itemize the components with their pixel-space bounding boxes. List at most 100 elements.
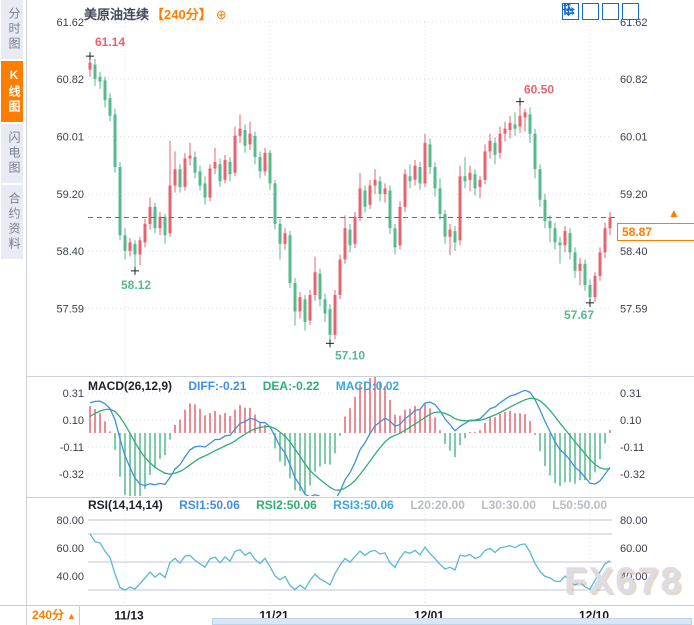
- candle-body: [193, 157, 197, 173]
- candle-body: [373, 179, 377, 186]
- price-marker-label: 57.10: [335, 348, 365, 362]
- candle-body: [573, 252, 577, 271]
- current-price-box: 58.87: [617, 223, 694, 241]
- candle-body: [148, 206, 152, 224]
- price-axis-label-left: 58.40: [56, 246, 84, 258]
- period-dropdown-arrow: ▲: [67, 611, 76, 621]
- expand-icon[interactable]: ⊕: [215, 7, 227, 22]
- candle-body: [468, 172, 472, 180]
- sidebar: 分时图 K线图 闪电图 合约资料: [0, 0, 27, 625]
- candle-body: [583, 263, 587, 286]
- candle-body: [388, 190, 392, 229]
- price-axis-label-right: 60.82: [620, 74, 648, 86]
- candle-body: [578, 263, 582, 271]
- candle-body: [288, 235, 292, 283]
- candle-body: [323, 299, 327, 314]
- rsi-axis-label-left: 40.00: [56, 571, 84, 583]
- candle-body: [253, 135, 257, 158]
- zoom-axes-left-icon[interactable]: [563, 3, 599, 20]
- price-axis-label-left: 61.62: [56, 17, 84, 29]
- macd-axis-label-left: -0.11: [60, 442, 84, 454]
- watermark: FX678: [564, 560, 684, 601]
- candle-body: [268, 152, 272, 184]
- price-axis-label-right: 58.40: [620, 246, 648, 258]
- candle-body: [343, 228, 347, 260]
- candle-body: [273, 183, 277, 224]
- sidebar-item-contract-info[interactable]: 合约资料: [1, 185, 23, 259]
- rsi2-value: RSI2:50.06: [256, 498, 317, 512]
- candle-body: [433, 167, 437, 189]
- price-marker-label: 60.50: [524, 83, 554, 97]
- candle-body: [233, 135, 237, 173]
- candle-body: [533, 133, 537, 170]
- price-axis-label-left: 59.20: [56, 189, 84, 201]
- pan-right-icon[interactable]: [564, 3, 639, 20]
- candle-body: [108, 98, 112, 116]
- candle-body: [608, 217, 612, 229]
- candle-body: [93, 64, 97, 79]
- candle-body: [198, 171, 202, 186]
- candle-body: [143, 223, 147, 243]
- candle-body: [598, 252, 602, 276]
- macd-header: MACD(26,12,9) DIFF:-0.21 DEA:-0.22 MACD:…: [88, 379, 412, 393]
- candle-body: [518, 115, 522, 127]
- candle-body: [213, 162, 217, 169]
- candle-body: [408, 176, 412, 182]
- price-axis-label-right: 61.62: [620, 17, 648, 29]
- candle-body: [438, 188, 442, 214]
- horizontal-scrollbar[interactable]: [212, 618, 692, 625]
- price-axis-label-left: 60.01: [56, 131, 84, 143]
- period-selector-button[interactable]: 240分 ▲: [27, 606, 80, 625]
- candle-body: [228, 162, 232, 175]
- candle-body: [563, 231, 567, 246]
- macd-axis-label-right: 0.10: [620, 415, 641, 427]
- rsi1-value: RSI1:50.06: [179, 498, 240, 512]
- candle-body: [538, 169, 542, 200]
- rsi-axis-label-right: 40.00: [620, 571, 648, 583]
- candle-body: [353, 216, 357, 244]
- macd-axis-label-left: 0.31: [63, 388, 84, 400]
- candle-body: [478, 179, 482, 187]
- candle-body: [548, 221, 552, 229]
- symbol-name: 美原油连续: [84, 7, 150, 22]
- candle-body: [298, 297, 302, 312]
- macd-axis-label-left: -0.32: [59, 469, 84, 481]
- candle-body: [543, 199, 547, 222]
- candle-body: [238, 128, 242, 136]
- rsi3-value: RSI3:50.06: [333, 498, 394, 512]
- candle-body: [423, 142, 427, 184]
- sidebar-item-lightning-chart[interactable]: 闪电图: [1, 124, 23, 183]
- price-axis-label-left: 60.82: [56, 74, 84, 86]
- candle-body: [453, 231, 457, 243]
- macd-diff-value: DIFF:-0.21: [188, 379, 247, 393]
- candle-body: [88, 62, 92, 70]
- candle-body: [293, 282, 297, 312]
- candle-body: [473, 174, 477, 189]
- period-tag: 【240分】: [151, 7, 212, 22]
- chart-toolbar: [562, 3, 639, 20]
- zoom-axes-right-icon[interactable]: [564, 3, 619, 20]
- candle-body: [523, 112, 527, 118]
- chart-plot-area[interactable]: [88, 22, 612, 376]
- macd-diff-line: [89, 389, 611, 496]
- candle-body: [493, 142, 497, 155]
- candle-body: [558, 242, 562, 246]
- candle-body: [383, 188, 387, 195]
- candle-body: [168, 185, 172, 234]
- macd-dea-line: [89, 397, 611, 491]
- sidebar-item-kline-chart[interactable]: K线图: [1, 61, 23, 122]
- candle-body: [283, 233, 287, 244]
- candle-body: [123, 235, 127, 251]
- candle-body: [328, 309, 332, 335]
- macd-title: MACD(26,12,9): [88, 379, 173, 393]
- candle-body: [413, 165, 417, 180]
- candle-body: [568, 233, 572, 253]
- candle-body: [203, 183, 207, 198]
- candle-body: [488, 140, 492, 152]
- rsi-line: [89, 533, 611, 591]
- macd-axis-label-right: -0.11: [620, 442, 644, 454]
- rsi-l30-value: L30:30.00: [481, 498, 536, 512]
- candle-body: [358, 188, 362, 217]
- sidebar-item-time-chart[interactable]: 分时图: [1, 0, 23, 59]
